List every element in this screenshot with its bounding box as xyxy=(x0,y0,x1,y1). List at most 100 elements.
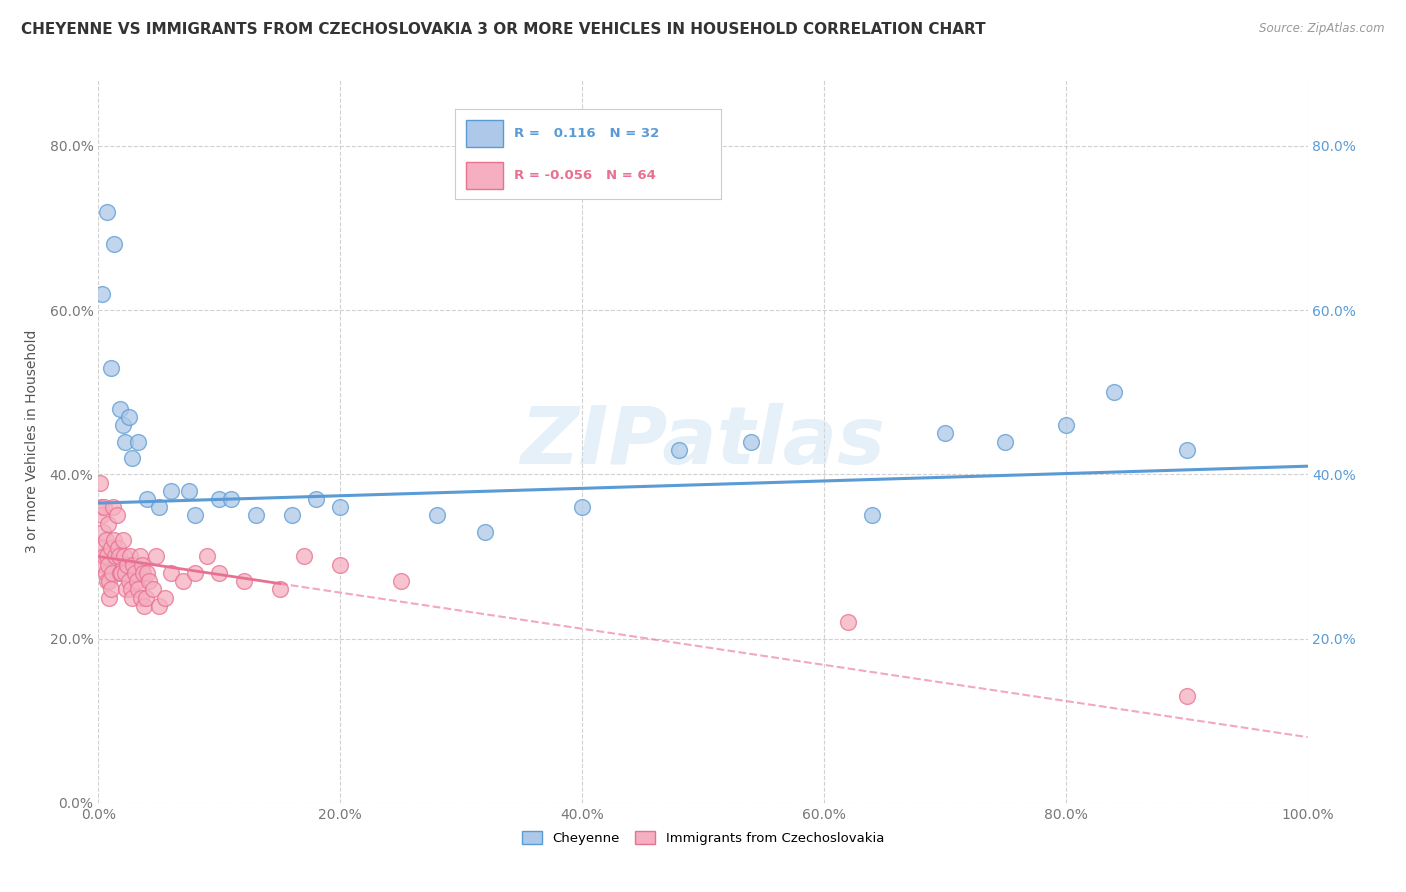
Point xyxy=(127,582,149,597)
Point xyxy=(145,549,167,564)
Point xyxy=(195,549,218,564)
Point xyxy=(837,615,859,630)
Point xyxy=(90,500,112,515)
Point xyxy=(96,549,118,564)
Point xyxy=(129,591,152,605)
Point xyxy=(208,566,231,580)
Point xyxy=(860,508,883,523)
Point xyxy=(571,500,593,515)
Point xyxy=(668,442,690,457)
Point xyxy=(101,500,124,515)
Point xyxy=(91,524,114,539)
Point xyxy=(118,549,141,564)
Point xyxy=(1102,385,1125,400)
Point xyxy=(184,508,207,523)
Point xyxy=(107,541,129,556)
Point xyxy=(172,574,194,588)
Point xyxy=(389,574,412,588)
Point xyxy=(111,418,134,433)
Point xyxy=(91,541,114,556)
Point xyxy=(108,401,131,416)
Point xyxy=(93,549,115,564)
Point xyxy=(96,204,118,219)
Point xyxy=(108,566,131,580)
Point xyxy=(103,237,125,252)
Point xyxy=(91,508,114,523)
Point xyxy=(115,582,138,597)
Point xyxy=(135,591,157,605)
Text: ZIPatlas: ZIPatlas xyxy=(520,402,886,481)
Point xyxy=(94,533,117,547)
Point xyxy=(160,483,183,498)
Point xyxy=(740,434,762,449)
Point xyxy=(121,450,143,465)
Point xyxy=(104,549,127,564)
Point xyxy=(97,516,120,531)
Point xyxy=(474,524,496,539)
Text: CHEYENNE VS IMMIGRANTS FROM CZECHOSLOVAKIA 3 OR MORE VEHICLES IN HOUSEHOLD CORRE: CHEYENNE VS IMMIGRANTS FROM CZECHOSLOVAK… xyxy=(21,22,986,37)
Point xyxy=(1054,418,1077,433)
Point xyxy=(208,491,231,506)
Point xyxy=(91,286,114,301)
Point xyxy=(138,574,160,588)
Legend: Cheyenne, Immigrants from Czechoslovakia: Cheyenne, Immigrants from Czechoslovakia xyxy=(516,826,890,850)
Point xyxy=(131,558,153,572)
Point xyxy=(124,566,146,580)
Point xyxy=(100,541,122,556)
Point xyxy=(100,360,122,375)
Point xyxy=(89,475,111,490)
Point xyxy=(96,574,118,588)
Point xyxy=(97,558,120,572)
Point xyxy=(221,491,243,506)
Point xyxy=(281,508,304,523)
Point xyxy=(112,549,135,564)
Point xyxy=(98,574,121,588)
Point xyxy=(142,582,165,597)
Point xyxy=(135,491,157,506)
Point xyxy=(148,599,170,613)
Point xyxy=(134,599,156,613)
Point xyxy=(118,574,141,588)
Point xyxy=(269,582,291,597)
Point xyxy=(1175,442,1198,457)
Point xyxy=(98,591,121,605)
Point xyxy=(179,483,201,498)
Point xyxy=(103,533,125,547)
Point xyxy=(111,533,134,547)
Point xyxy=(994,434,1017,449)
Point xyxy=(232,574,254,588)
Point xyxy=(128,549,150,564)
Point xyxy=(184,566,207,580)
Point xyxy=(100,582,122,597)
Point xyxy=(110,566,132,580)
Point xyxy=(426,508,449,523)
Point xyxy=(135,566,157,580)
Point xyxy=(122,558,145,572)
Point xyxy=(292,549,315,564)
Point xyxy=(127,574,149,588)
Point xyxy=(108,549,131,564)
Point xyxy=(114,566,136,580)
Y-axis label: 3 or more Vehicles in Household: 3 or more Vehicles in Household xyxy=(24,330,38,553)
Point xyxy=(114,434,136,449)
Point xyxy=(117,558,139,572)
Point xyxy=(148,500,170,515)
Point xyxy=(121,591,143,605)
Point xyxy=(934,426,956,441)
Point xyxy=(245,508,267,523)
Point xyxy=(132,566,155,580)
Point xyxy=(120,582,142,597)
Point xyxy=(118,409,141,424)
Point xyxy=(127,434,149,449)
Point xyxy=(91,558,114,572)
Point xyxy=(160,566,183,580)
Point xyxy=(100,566,122,580)
Point xyxy=(94,566,117,580)
Point xyxy=(1175,689,1198,703)
Point xyxy=(105,508,128,523)
Point xyxy=(305,491,328,506)
Point xyxy=(329,500,352,515)
Text: Source: ZipAtlas.com: Source: ZipAtlas.com xyxy=(1260,22,1385,36)
Point xyxy=(329,558,352,572)
Point xyxy=(153,591,176,605)
